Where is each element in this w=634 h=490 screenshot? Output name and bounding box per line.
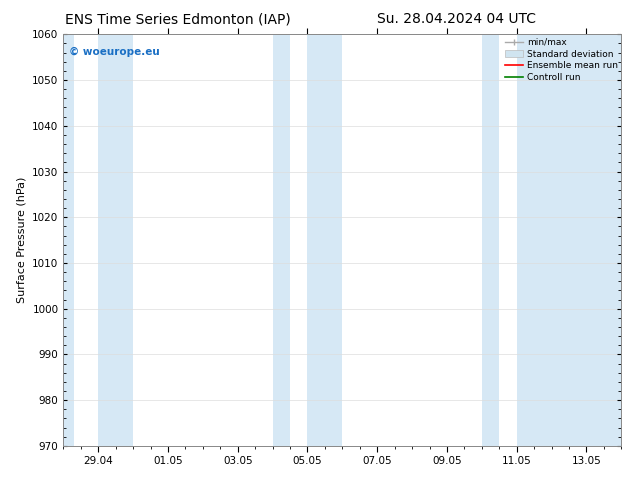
Text: Su. 28.04.2024 04 UTC: Su. 28.04.2024 04 UTC: [377, 12, 536, 26]
Bar: [307, 34, 342, 446]
Bar: [273, 34, 290, 446]
Bar: [517, 34, 621, 446]
Bar: [98, 34, 133, 446]
Bar: [482, 34, 499, 446]
Bar: [63, 34, 74, 446]
Legend: min/max, Standard deviation, Ensemble mean run, Controll run: min/max, Standard deviation, Ensemble me…: [503, 36, 619, 84]
Text: © woeurope.eu: © woeurope.eu: [69, 47, 160, 57]
Text: ENS Time Series Edmonton (IAP): ENS Time Series Edmonton (IAP): [65, 12, 290, 26]
Y-axis label: Surface Pressure (hPa): Surface Pressure (hPa): [16, 177, 27, 303]
